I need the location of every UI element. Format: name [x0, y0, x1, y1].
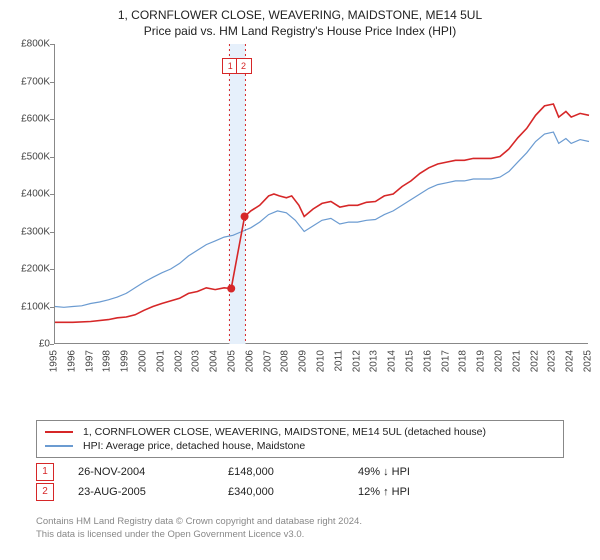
legend-swatch	[45, 445, 73, 447]
sale-date: 26-NOV-2004	[78, 466, 228, 478]
y-tick-label: £600K	[0, 114, 50, 125]
y-tick-label: £0	[0, 339, 50, 350]
chart: £0£100K£200K£300K£400K£500K£600K£700K£80…	[0, 44, 600, 374]
x-tick-label: 2019	[476, 350, 487, 372]
footer-attribution: Contains HM Land Registry data © Crown c…	[36, 516, 362, 542]
sale-delta: 12% ↑ HPI	[358, 486, 498, 498]
footer-line-1: Contains HM Land Registry data © Crown c…	[36, 516, 362, 529]
sale-marker-badge: 2	[236, 58, 252, 74]
series-property	[55, 104, 589, 322]
sale-marker	[241, 213, 249, 221]
x-tick-label: 2009	[298, 350, 309, 372]
x-tick-label: 2003	[191, 350, 202, 372]
y-tick-label: £800K	[0, 39, 50, 50]
x-tick-label: 2008	[280, 350, 291, 372]
x-tick-label: 1999	[120, 350, 131, 372]
y-tick-label: £300K	[0, 226, 50, 237]
sale-row: 1 26-NOV-2004£148,00049% ↓ HPI	[36, 462, 564, 482]
x-tick-label: 2006	[244, 350, 255, 372]
x-tick-label: 2016	[422, 350, 433, 372]
sale-marker	[227, 285, 235, 293]
x-tick-label: 2013	[369, 350, 380, 372]
y-tick-label: £200K	[0, 264, 50, 275]
x-tick-label: 1995	[49, 350, 60, 372]
x-tick-label: 2010	[316, 350, 327, 372]
legend-swatch	[45, 431, 73, 433]
sales-table: 1 26-NOV-2004£148,00049% ↓ HPI 2 23-AUG-200…	[36, 462, 564, 502]
x-tick-label: 2018	[458, 350, 469, 372]
legend-row: HPI: Average price, detached house, Maid…	[45, 439, 555, 453]
x-tick-label: 1996	[66, 350, 77, 372]
series-hpi	[55, 132, 589, 307]
x-tick-label: 2021	[511, 350, 522, 372]
x-tick-label: 2001	[155, 350, 166, 372]
sale-delta: 49% ↓ HPI	[358, 466, 498, 478]
x-tick-label: 2011	[333, 350, 344, 372]
x-tick-label: 2007	[262, 350, 273, 372]
x-tick-label: 1997	[84, 350, 95, 372]
sale-price: £340,000	[228, 486, 358, 498]
x-tick-label: 2022	[529, 350, 540, 372]
chart-title: 1, CORNFLOWER CLOSE, WEAVERING, MAIDSTON…	[0, 8, 600, 22]
x-tick-label: 2002	[173, 350, 184, 372]
x-tick-label: 2017	[440, 350, 451, 372]
footer-line-2: This data is licensed under the Open Gov…	[36, 529, 362, 542]
sale-row: 2 23-AUG-2005£340,00012% ↑ HPI	[36, 482, 564, 502]
legend: 1, CORNFLOWER CLOSE, WEAVERING, MAIDSTON…	[36, 420, 564, 458]
x-tick-label: 2025	[583, 350, 594, 372]
x-tick-label: 2015	[405, 350, 416, 372]
x-tick-label: 2000	[138, 350, 149, 372]
y-tick-label: £400K	[0, 189, 50, 200]
x-tick-label: 2005	[227, 350, 238, 372]
plot-area	[54, 44, 588, 344]
y-tick-label: £100K	[0, 301, 50, 312]
sale-index-badge: 2	[36, 483, 54, 501]
x-tick-label: 2023	[547, 350, 558, 372]
x-tick-label: 1998	[102, 350, 113, 372]
y-tick-label: £500K	[0, 151, 50, 162]
x-tick-label: 2014	[387, 350, 398, 372]
chart-subtitle: Price paid vs. HM Land Registry's House …	[0, 24, 600, 38]
x-tick-label: 2012	[351, 350, 362, 372]
x-tick-label: 2004	[209, 350, 220, 372]
legend-label: HPI: Average price, detached house, Maid…	[83, 440, 305, 452]
legend-label: 1, CORNFLOWER CLOSE, WEAVERING, MAIDSTON…	[83, 426, 486, 438]
sale-price: £148,000	[228, 466, 358, 478]
sale-index-badge: 1	[36, 463, 54, 481]
x-tick-label: 2024	[565, 350, 576, 372]
y-tick-label: £700K	[0, 76, 50, 87]
sale-date: 23-AUG-2005	[78, 486, 228, 498]
legend-row: 1, CORNFLOWER CLOSE, WEAVERING, MAIDSTON…	[45, 425, 555, 439]
x-tick-label: 2020	[494, 350, 505, 372]
